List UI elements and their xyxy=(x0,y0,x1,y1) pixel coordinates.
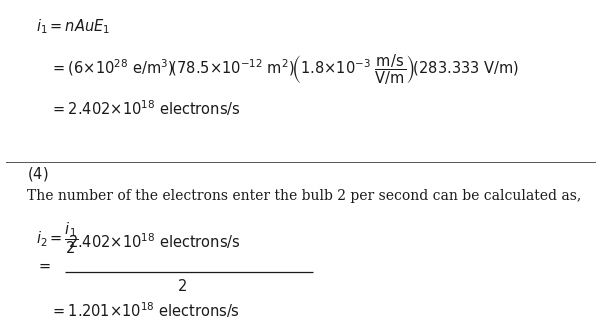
Text: $= 1.201{\times}10^{18}\ \mathrm{electrons/s}$: $= 1.201{\times}10^{18}\ \mathrm{electro… xyxy=(51,300,240,320)
Text: $2.402{\times}10^{18}\ \mathrm{electrons/s}$: $2.402{\times}10^{18}\ \mathrm{electrons… xyxy=(68,231,241,251)
Text: The number of the electrons enter the bulb 2 per second can be calculated as,: The number of the electrons enter the bu… xyxy=(26,189,581,203)
Text: $(4)$: $(4)$ xyxy=(26,165,48,183)
Text: $=$: $=$ xyxy=(36,258,51,273)
Text: $= \left(6{\times}10^{28}\ \mathrm{e/m^3}\right)\!\left(78.5{\times}10^{-12}\ \m: $= \left(6{\times}10^{28}\ \mathrm{e/m^3… xyxy=(51,52,520,87)
Text: $i_2 = \dfrac{i_1}{2}$: $i_2 = \dfrac{i_1}{2}$ xyxy=(36,221,78,256)
Text: $2$: $2$ xyxy=(177,278,187,294)
Text: $= 2.402{\times}10^{18}\ \mathrm{electrons/s}$: $= 2.402{\times}10^{18}\ \mathrm{electro… xyxy=(51,98,241,118)
Text: $i_1 = nAuE_1$: $i_1 = nAuE_1$ xyxy=(36,17,110,36)
